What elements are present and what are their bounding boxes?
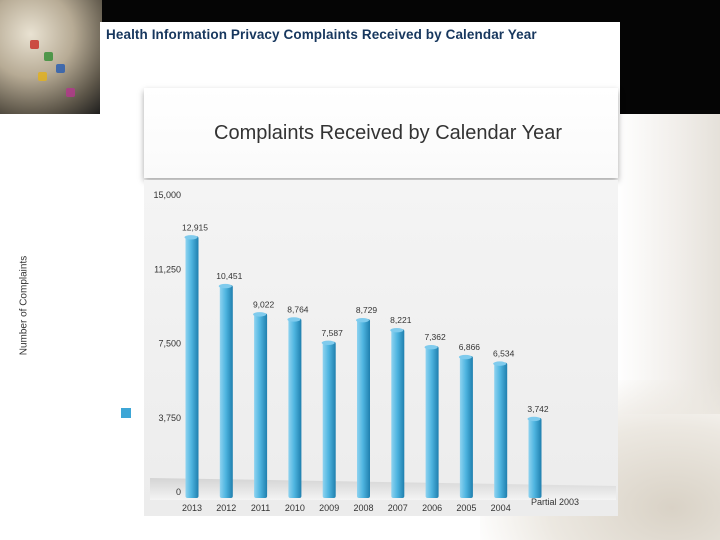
bar — [321, 340, 336, 498]
decorative-strip — [616, 114, 720, 414]
value-label: 12,915 — [182, 222, 208, 232]
y-tick-label: 0 — [176, 487, 181, 497]
decorative-chip — [56, 64, 65, 73]
y-tick-label: 11,250 — [154, 264, 181, 274]
x-tick-label: Partial 2003 — [531, 497, 579, 507]
bar — [184, 235, 199, 498]
decorative-chip — [30, 40, 39, 49]
value-label: 6,534 — [493, 349, 515, 359]
bar — [424, 345, 439, 498]
bar — [218, 283, 233, 498]
value-label: 3,742 — [527, 404, 549, 414]
value-label: 6,866 — [459, 342, 481, 352]
bar — [253, 312, 268, 498]
bar — [287, 317, 302, 498]
x-tick-label: 2009 — [319, 503, 339, 513]
decorative-photo — [0, 0, 102, 114]
slide-title: Health Information Privacy Complaints Re… — [106, 27, 537, 42]
bar — [527, 416, 542, 498]
x-tick-label: 2005 — [456, 503, 476, 513]
decorative-chip — [44, 52, 53, 61]
decorative-chip — [38, 72, 47, 81]
chart-header: Complaints Received by Calendar Year — [144, 88, 618, 178]
value-label: 8,221 — [390, 315, 412, 325]
bar — [458, 354, 473, 498]
value-label: 7,362 — [424, 332, 446, 342]
x-tick-label: 2004 — [491, 503, 511, 513]
x-tick-label: 2007 — [388, 503, 408, 513]
legend-swatch — [121, 408, 131, 418]
title-bar: Health Information Privacy Complaints Re… — [100, 22, 620, 50]
value-label: 8,764 — [287, 304, 309, 314]
value-label: 9,022 — [253, 299, 275, 309]
x-tick-label: 2008 — [353, 503, 373, 513]
bar — [390, 328, 405, 498]
value-label: 8,729 — [356, 305, 378, 315]
x-tick-label: 2013 — [182, 503, 202, 513]
bar — [493, 361, 508, 498]
x-tick-label: 2012 — [216, 503, 236, 513]
x-tick-label: 2011 — [251, 503, 270, 513]
decorative-chip — [66, 88, 75, 97]
x-tick-label: 2006 — [422, 503, 442, 513]
x-tick-label: 2010 — [285, 503, 305, 513]
y-tick-label: 7,500 — [158, 339, 181, 349]
y-tick-label: 3,750 — [158, 413, 181, 423]
value-label: 7,587 — [322, 328, 344, 338]
bar — [356, 317, 370, 498]
y-tick-label: 15,000 — [153, 190, 181, 200]
value-label: 10,451 — [216, 271, 242, 281]
chart-title: Complaints Received by Calendar Year — [214, 122, 562, 144]
